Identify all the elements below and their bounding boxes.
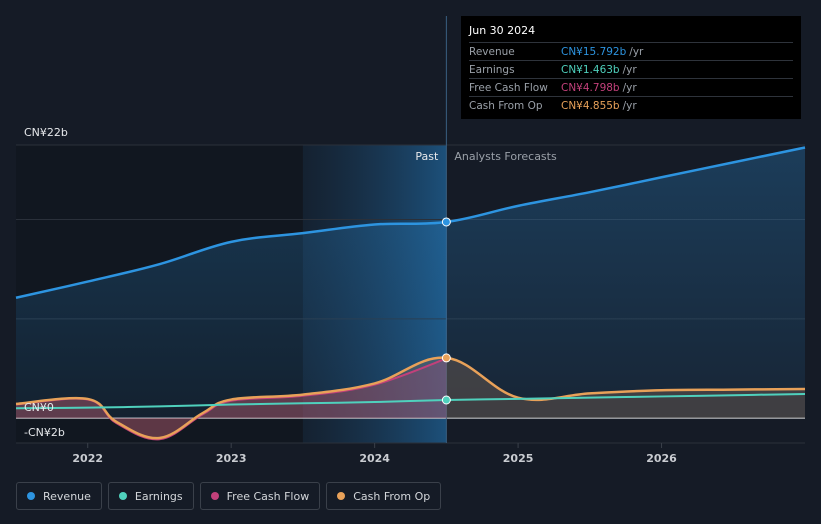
legend-item-revenue[interactable]: Revenue (16, 482, 102, 510)
tooltip-row-cash-from-op: Cash From Op CN¥4.855b /yr (469, 97, 793, 114)
y-axis-top-label: CN¥22b (24, 126, 68, 139)
legend-item-earnings[interactable]: Earnings (107, 482, 194, 510)
tooltip-value: CN¥1.463b (561, 63, 620, 76)
tooltip-value: CN¥4.855b (561, 99, 620, 112)
revenue-marker (441, 217, 451, 227)
earnings-marker (441, 395, 451, 405)
x-tick-label: 2022 (72, 452, 103, 465)
x-tick-label: 2023 (216, 452, 247, 465)
free-cash-flow-area (16, 358, 447, 440)
tooltip-label: Revenue (469, 45, 515, 58)
revenue-line (15, 146, 806, 299)
tooltip-row-free-cash-flow: Free Cash Flow CN¥4.798b /yr (469, 79, 793, 97)
revenue-area (16, 147, 805, 419)
x-tick-label: 2024 (359, 452, 390, 465)
tooltip-label: Earnings (469, 63, 515, 76)
tooltip-row-earnings: Earnings CN¥1.463b /yr (469, 61, 793, 79)
tooltip-value: CN¥15.792b (561, 45, 627, 58)
legend-dot-icon (210, 492, 219, 500)
x-tick-label: 2026 (646, 452, 677, 465)
legend-label: Free Cash Flow (226, 489, 310, 503)
earnings-line (15, 392, 806, 410)
legend-item-free-cash-flow[interactable]: Free Cash Flow (199, 482, 321, 510)
tooltip-value: CN¥4.798b (561, 81, 620, 94)
tooltip-label: Cash From Op (469, 99, 543, 112)
cash-from-op-area (16, 357, 805, 439)
legend-dot-icon (27, 492, 35, 500)
tooltip-unit: /yr (622, 99, 637, 112)
legend-item-cash-from-op[interactable]: Cash From Op (326, 482, 442, 510)
legend-label: Revenue (43, 489, 91, 503)
y-axis-zero-label: CN¥0 (24, 401, 54, 414)
tooltip-row-revenue: Revenue CN¥15.792b /yr (469, 43, 793, 61)
legend-label: Cash From Op (353, 489, 431, 503)
chart-tooltip: Jun 30 2024 Revenue CN¥15.792b /yr Earni… (461, 16, 801, 119)
past-label: Past (415, 150, 439, 163)
tooltip-label: Free Cash Flow (469, 81, 548, 94)
chart-legend: Revenue Earnings Free Cash Flow Cash Fro… (16, 482, 442, 510)
x-tick-label: 2025 (503, 452, 534, 465)
cash-from-op-line (15, 356, 806, 440)
legend-dot-icon (337, 492, 346, 500)
y-axis-bottom-label: -CN¥2b (24, 426, 65, 439)
legend-label: Earnings (134, 489, 183, 503)
tooltip-unit: /yr (622, 81, 637, 94)
tooltip-unit: /yr (629, 45, 644, 58)
tooltip-date: Jun 30 2024 (469, 24, 793, 43)
tooltip-unit: /yr (622, 63, 637, 76)
cash-from-op-marker (441, 353, 451, 363)
legend-dot-icon (118, 492, 127, 500)
forecast-label: Analysts Forecasts (454, 150, 557, 163)
